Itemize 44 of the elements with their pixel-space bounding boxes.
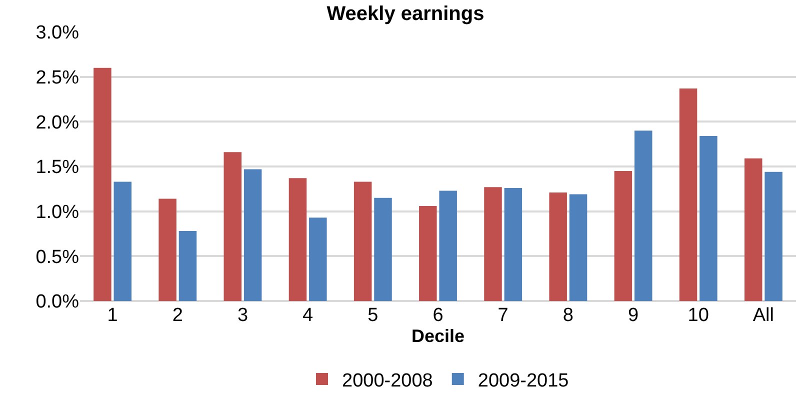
bar xyxy=(419,206,437,301)
x-tick-label: 7 xyxy=(498,305,508,326)
bar xyxy=(114,182,132,301)
x-tick-label: 3 xyxy=(237,305,248,326)
bar xyxy=(374,198,392,301)
x-tick-label: 10 xyxy=(688,305,709,326)
bar xyxy=(158,198,176,301)
bar xyxy=(700,136,718,301)
bar xyxy=(679,88,698,301)
bar xyxy=(569,194,588,301)
x-tick-label: All xyxy=(752,305,774,326)
bar xyxy=(614,170,632,301)
x-tick-label: 8 xyxy=(562,305,574,326)
x-tick-label: 5 xyxy=(368,305,378,326)
y-tick-label: 2.0% xyxy=(36,112,80,134)
bar xyxy=(504,188,522,301)
y-tick-label: 2.5% xyxy=(36,67,80,88)
bar xyxy=(288,178,307,301)
x-axis-title: Decile xyxy=(411,326,465,346)
bar xyxy=(484,187,502,301)
y-tick-label: 1.5% xyxy=(36,157,80,178)
bar xyxy=(744,158,762,301)
legend-label: 2000-2008 xyxy=(342,370,433,392)
x-tick-label: 9 xyxy=(628,305,639,326)
legend-label: 2009-2015 xyxy=(478,370,569,392)
x-tick-label: 6 xyxy=(432,305,444,326)
y-tick-label: 3.0% xyxy=(36,22,80,44)
bar xyxy=(354,182,372,301)
bar xyxy=(764,172,782,301)
x-tick-label: 2 xyxy=(172,305,183,326)
y-tick-label: 0.0% xyxy=(36,292,80,313)
x-tick-label: 4 xyxy=(302,305,314,326)
y-tick-label: 1.0% xyxy=(36,202,80,223)
bar xyxy=(178,231,197,301)
bar xyxy=(244,169,262,301)
bar xyxy=(94,68,112,301)
y-tick-label: 0.5% xyxy=(36,246,80,268)
bar xyxy=(549,192,567,301)
chart-title: Weekly earnings xyxy=(326,3,484,26)
bar xyxy=(309,218,327,301)
bar xyxy=(224,152,242,301)
x-tick-label: 1 xyxy=(107,305,118,326)
bar xyxy=(634,130,652,301)
bar xyxy=(439,190,457,301)
